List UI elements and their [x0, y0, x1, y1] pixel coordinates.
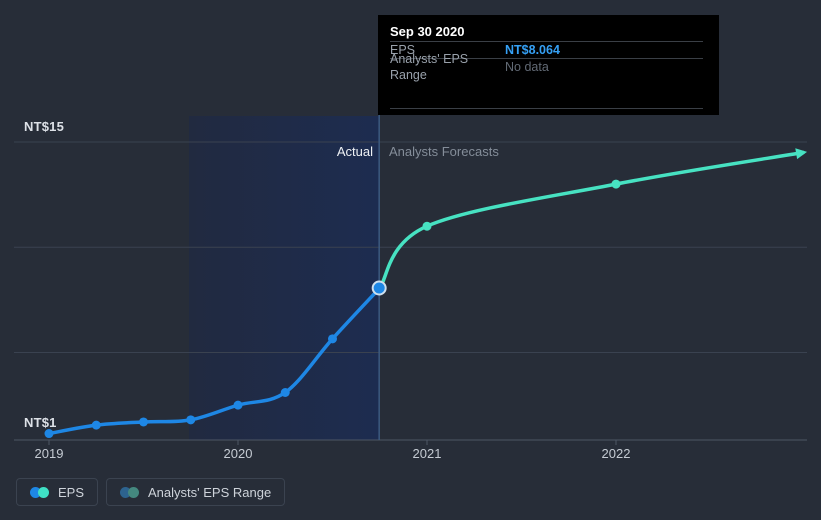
legend-analysts-range-label: Analysts' EPS Range	[148, 484, 272, 500]
analysts-range-series-icon	[120, 486, 140, 498]
tooltip-divider	[390, 108, 703, 109]
forecast-zone-label: Analysts Forecasts	[389, 144, 499, 159]
tooltip-eps-label: EPS	[390, 43, 416, 57]
data-point[interactable]	[44, 429, 54, 439]
legend-toggle-analysts-range[interactable]: Analysts' EPS Range	[106, 478, 286, 506]
data-point[interactable]	[280, 387, 290, 397]
x-tick-label-2022: 2022	[601, 446, 631, 461]
data-point[interactable]	[91, 420, 101, 430]
data-point[interactable]	[233, 400, 243, 410]
data-point[interactable]	[186, 415, 196, 425]
data-point[interactable]	[328, 334, 337, 344]
tooltip-eps-value: NT$8.064	[505, 43, 560, 57]
tooltip-divider	[390, 41, 703, 42]
tooltip-eps-row: EPS NT$8.064	[390, 42, 709, 58]
x-tick-label-2019: 2019	[34, 446, 64, 461]
legend-eps-label: EPS	[58, 484, 85, 500]
data-point[interactable]	[139, 417, 148, 427]
highlighted-data-point[interactable]	[371, 280, 387, 296]
chart-legend: EPS Analysts' EPS Range	[16, 478, 286, 506]
x-tick-label-2021: 2021	[412, 446, 442, 461]
eps-series-icon	[30, 486, 49, 498]
tooltip-date-title: Sep 30 2020	[390, 24, 465, 39]
data-tooltip: Sep 30 2020 EPS NT$8.064 Analysts' EPS R…	[378, 15, 719, 115]
forecast-end-arrow	[795, 148, 808, 160]
tooltip-range-label: Analysts' EPS Range	[390, 52, 469, 82]
legend-toggle-eps[interactable]: EPS	[16, 478, 99, 506]
x-tick-label-2020: 2020	[223, 446, 253, 461]
tooltip-divider	[390, 58, 703, 59]
data-point[interactable]	[422, 221, 432, 231]
y-axis-min-label: NT$1	[24, 415, 57, 430]
actual-zone-label: Actual	[336, 144, 373, 159]
tooltip-range-row: Analysts' EPS Range No data	[390, 52, 709, 82]
series-line-1[interactable]	[378, 150, 805, 290]
data-point[interactable]	[611, 179, 621, 189]
series-line-0[interactable]	[47, 286, 382, 436]
y-axis-max-label: NT$15	[24, 119, 65, 134]
actual-highlight-band	[188, 116, 380, 440]
tooltip-range-value: No data	[505, 60, 549, 74]
